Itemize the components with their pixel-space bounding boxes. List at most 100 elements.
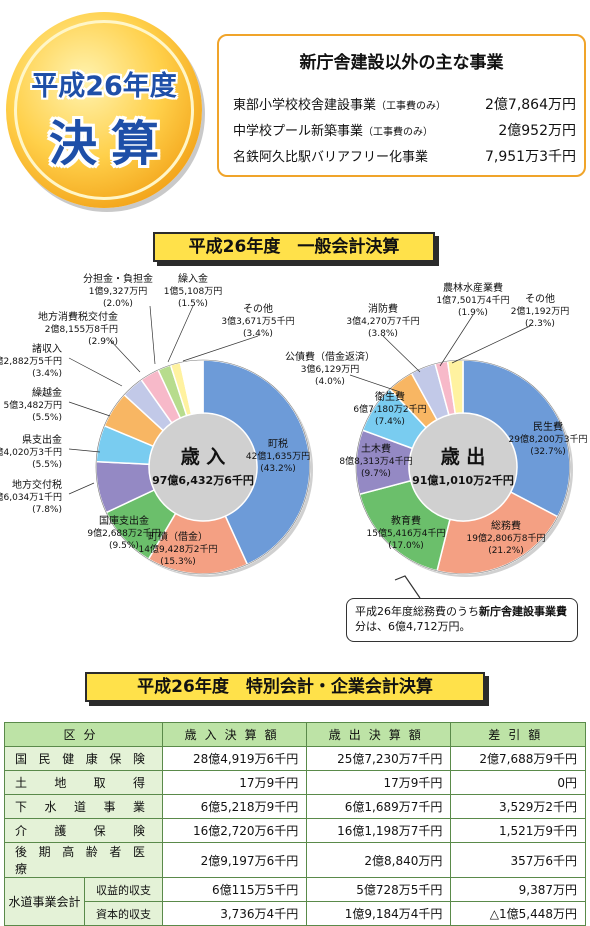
pie-label-10: その他 3億3,671万5千円(3.4%) [221, 302, 294, 339]
pie-label-7: 農林水産業費 1億7,501万4千円(1.9%) [436, 281, 509, 318]
pie-label-8: その他 2億1,192万円(2.3%) [511, 292, 570, 329]
row-difference: 3,529万2千円 [450, 794, 586, 819]
leader-line [149, 305, 156, 365]
leader-line [167, 305, 194, 363]
row-subname: 資本的収支 [84, 901, 163, 926]
work-note: （工事費のみ） [363, 127, 434, 138]
table-row: 介護保険 16億2,720万6千円 16億1,198万7千円 1,521万9千円 [4, 818, 586, 843]
row-expenditure: 1億9,184万4千円 [306, 901, 452, 926]
leader-line [182, 335, 259, 362]
pie-label-4: 県支出金5億4,020万3千円(5.5%) [0, 433, 62, 470]
pie-label-2: 教育費 15億5,416万4千円(17.0%) [367, 514, 446, 551]
special-accounts-table: 区分 歳入決算額 歳出決算額 差引額 国民健康保険 28億4,919万6千円 2… [4, 722, 586, 926]
row-name: 国民健康保険 [4, 746, 163, 771]
work-amount: 2億7,864万円 [485, 97, 576, 113]
row-revenue: 3,736万4千円 [161, 901, 308, 926]
row-difference: 1,521万9千円 [450, 818, 586, 843]
leader-line [349, 374, 401, 393]
callout-text-end: 分は、6億4,712万円。 [355, 620, 471, 633]
pie-label-7: 地方消費税交付金 2億8,155万8千円(2.9%) [38, 310, 118, 347]
pie-label-2: 国庫支出金 9億2,688万2千円(9.5%) [87, 514, 160, 551]
table-row: 資本的収支 3,736万4千円 1億9,184万4千円 △1億5,448万円 [5, 901, 586, 926]
row-name: 土地取得 [4, 770, 163, 795]
pie-label-9: 繰入金 1億5,108万円(1.5%) [164, 272, 223, 309]
pie-center-total: 97億6,432万6千円 [152, 473, 254, 487]
leader-line [109, 339, 141, 373]
work-name: 中学校プール新築事業 [233, 124, 364, 139]
callout-pointer [394, 575, 421, 599]
header-revenue: 歳入決算額 [161, 722, 308, 747]
pie-label-0: 町税 42億1,635万円(43.2%) [246, 437, 310, 474]
header-difference: 差引額 [450, 722, 586, 747]
callout-bold: 新庁舎建設事業費 [479, 605, 567, 618]
row-expenditure: 5億728万5千円 [306, 877, 452, 902]
work-amount: 2億952万円 [498, 123, 576, 139]
row-revenue: 17万9千円 [161, 770, 308, 795]
row-revenue: 28億4,919万6千円 [161, 746, 308, 771]
row-difference: 9,387万円 [450, 877, 586, 902]
pie-label-1: 総務費 19億2,806万8千円(21.2%) [467, 519, 546, 556]
leader-line [451, 325, 531, 364]
general-affairs-callout: 平成26年度総務費のうち新庁舎建設事業費分は、6億4,712万円。 [346, 598, 578, 642]
row-revenue: 6億5,218万9千円 [161, 794, 308, 819]
table-row: 土地取得 17万9千円 17万9千円 0円 [4, 770, 586, 795]
main-works-item: 東部小学校校舎建設事業（工事費のみ） 2億7,864万円 [233, 94, 576, 114]
fiscal-badge: 平成26年度 決算 [6, 12, 202, 208]
leader-line [68, 357, 123, 387]
leader-line [68, 448, 101, 453]
row-expenditure: 2億8,840万円 [306, 842, 452, 878]
row-difference: △1億5,448万円 [450, 901, 586, 926]
table-row: 後期高齢者医療 2億9,197万6千円 2億8,840万円 357万6千円 [4, 842, 586, 878]
row-expenditure: 6億1,689万7千円 [306, 794, 452, 819]
expenditure-pie-chart: 歳 出 91億1,010万2千円 民生費 29億8,200万3千円(32.7%) 総務費… [285, 281, 588, 599]
water-account-name: 水道事業会計 [4, 877, 85, 926]
special-account-banner: 平成26年度 特別会計・企業会計決算 [85, 672, 485, 702]
row-difference: 2億7,688万9千円 [450, 746, 586, 771]
main-works-title: 新庁舎建設以外の主な事業 [299, 53, 504, 73]
pie-label-4: 衛生費 6億7,180万2千円(7.4%) [353, 390, 426, 427]
badge-ring [14, 20, 194, 200]
row-name: 下水道事業 [4, 794, 163, 819]
row-name: 後期高齢者医療 [4, 842, 163, 878]
pie-label-8: 分担金・負担金 1億9,327万円(2.0%) [83, 272, 153, 309]
row-name: 介護保険 [4, 818, 163, 843]
pie-label-1: 町債（借金） 14億9,428万2千円(15.3%) [139, 530, 218, 567]
leader-line [68, 401, 111, 417]
pie-outline [355, 359, 571, 575]
work-name: 名鉄阿久比駅バリアフリー化事業 [233, 150, 429, 165]
pie-label-6: 諸収入3億2,882万5千円(3.4%) [0, 342, 62, 379]
pie-label-5: 公債費（借金返済） 3億6,129万円(4.0%) [285, 350, 375, 387]
general-account-banner: 平成26年度 一般会計決算 [153, 232, 435, 262]
row-revenue: 2億9,197万6千円 [161, 842, 308, 878]
row-revenue: 16億2,720万6千円 [161, 818, 308, 843]
pie-center-total: 91億1,010万2千円 [412, 473, 514, 487]
pie-label-3: 土木費 8億8,313万4千円(9.7%) [339, 442, 412, 479]
main-works-box: 新庁舎建設以外の主な事業 東部小学校校舎建設事業（工事費のみ） 2億7,864万… [217, 34, 586, 177]
pie-label-5: 繰越金 5億3,482万円(5.5%) [4, 386, 63, 423]
row-revenue: 6億115万5千円 [161, 877, 308, 902]
pie-center-label: 歳 出 [441, 445, 486, 468]
pie-center-label: 歳 入 [181, 446, 226, 468]
row-subname: 収益的収支 [84, 877, 163, 902]
pie-label-3: 地方交付税7億6,034万1千円(7.8%) [0, 478, 62, 515]
pie-label-0: 民生費 29億8,200万3千円(32.7%) [509, 420, 588, 457]
leader-line [439, 314, 474, 367]
header-expenditure: 歳出決算額 [306, 722, 452, 747]
row-difference: 357万6千円 [450, 842, 586, 878]
table-header-row: 区分 歳入決算額 歳出決算額 差引額 [4, 722, 586, 747]
header-category: 区分 [4, 722, 163, 747]
leader-line [68, 482, 95, 495]
pie-label-6: 消防費 3億4,270万7千円(3.8%) [346, 302, 419, 339]
row-expenditure: 25億7,230万7千円 [306, 746, 452, 771]
table-row: 水道事業会計 収益的収支 6億115万5千円 5億728万5千円 9,387万円 [4, 877, 586, 926]
callout-text: 平成26年度総務費のうち [355, 605, 479, 618]
main-works-item: 名鉄阿久比駅バリアフリー化事業 7,951万3千円 [233, 146, 576, 166]
table-row: 下水道事業 6億5,218万9千円 6億1,689万7千円 3,529万2千円 [4, 794, 586, 819]
leader-line [382, 335, 421, 373]
row-expenditure: 17万9千円 [306, 770, 452, 795]
work-note: （工事費のみ） [376, 101, 447, 112]
row-expenditure: 16億1,198万7千円 [306, 818, 452, 843]
work-name: 東部小学校校舎建設事業 [233, 98, 377, 113]
